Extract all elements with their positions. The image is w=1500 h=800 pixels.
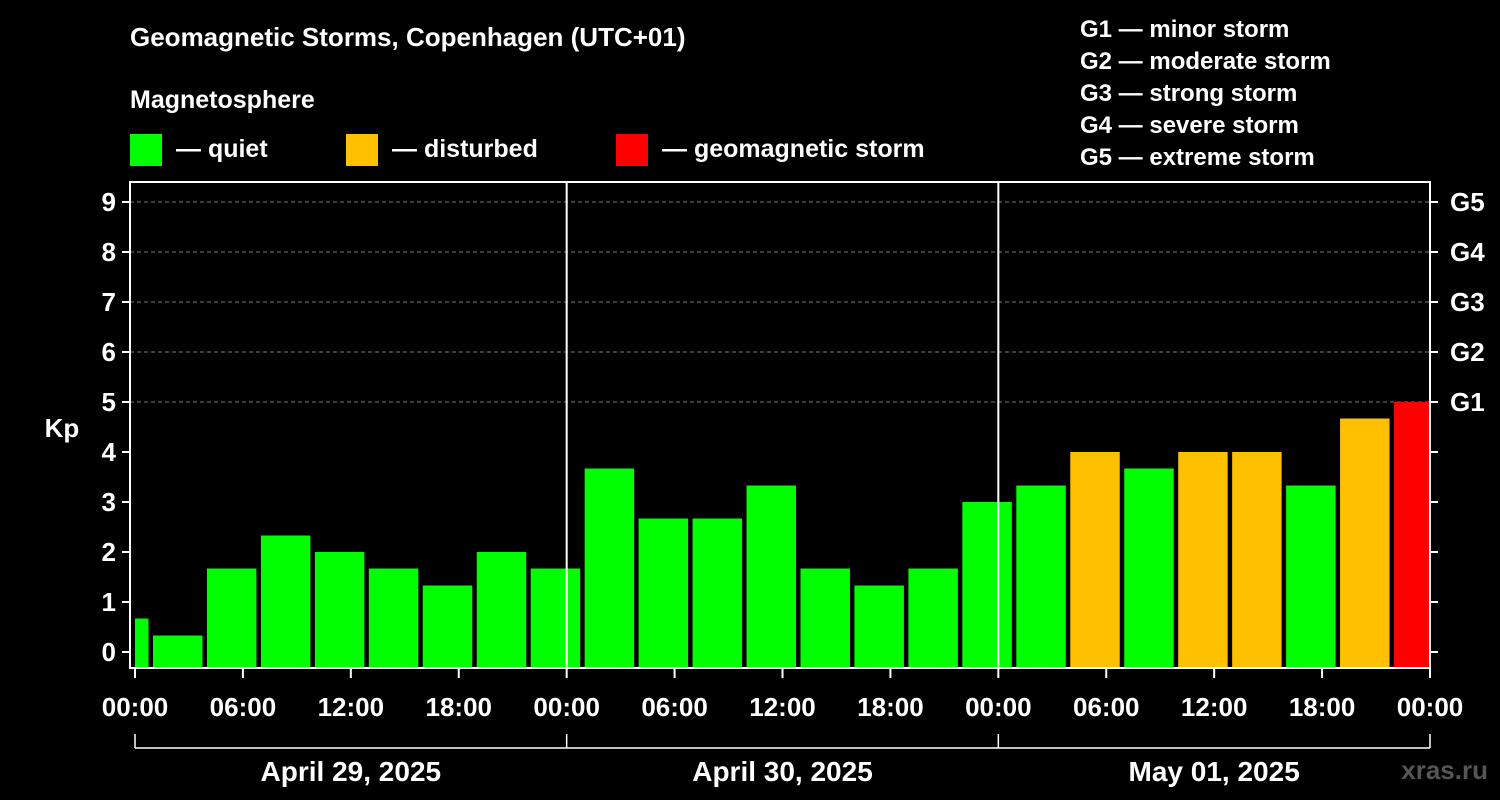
date-label: May 01, 2025 [1129, 756, 1300, 787]
right-axis-label: G2 [1450, 337, 1485, 367]
y-tick-label: 3 [102, 487, 116, 517]
right-axis-label: G5 [1450, 187, 1485, 217]
x-tick-label: 00:00 [965, 692, 1032, 722]
right-axis-label: G1 [1450, 387, 1485, 417]
x-tick-label: 18:00 [1289, 692, 1356, 722]
storm-scale-g3: G3 — strong storm [1080, 80, 1298, 107]
x-tick-label: 18:00 [857, 692, 924, 722]
kp-bar [1232, 452, 1282, 668]
kp-bar [135, 618, 149, 668]
kp-bar [368, 568, 419, 668]
x-tick-label: 12:00 [749, 692, 816, 722]
storm-scale-g4: G4 — severe storm [1080, 112, 1299, 139]
legend-swatch-quiet [130, 134, 162, 166]
kp-bar [638, 518, 689, 668]
chart-title: Geomagnetic Storms, Copenhagen (UTC+01) [130, 22, 686, 52]
x-tick-label: 12:00 [318, 692, 385, 722]
y-tick-label: 8 [102, 237, 116, 267]
x-tick-label: 12:00 [1181, 692, 1248, 722]
legend-swatch-disturbed [346, 134, 378, 166]
x-tick-label: 00:00 [102, 692, 169, 722]
y-tick-label: 9 [102, 187, 116, 217]
right-axis-label: G3 [1450, 287, 1485, 317]
kp-bar [854, 585, 904, 668]
kp-bar [1070, 452, 1120, 668]
kp-bar [476, 552, 527, 668]
y-tick-label: 5 [102, 387, 116, 417]
legend-label-storm: — geomagnetic storm [662, 135, 925, 163]
kp-bar [1178, 452, 1228, 668]
storm-scale-legend: G1 — minor storm G2 — moderate storm G3 … [1080, 14, 1331, 174]
legend-label-quiet: — quiet [176, 135, 268, 163]
y-tick-label: 6 [102, 337, 116, 367]
kp-bar [206, 568, 257, 668]
y-tick-label: 4 [102, 437, 117, 467]
kp-bar [692, 518, 743, 668]
legend-subtitle: Magnetosphere [130, 86, 315, 114]
x-tick-label: 06:00 [210, 692, 277, 722]
kp-bar [962, 502, 1012, 668]
x-tick-label: 18:00 [426, 692, 493, 722]
kp-bar [530, 568, 581, 668]
y-tick-label: 2 [102, 537, 116, 567]
kp-bar [800, 568, 850, 668]
date-label: April 30, 2025 [692, 756, 873, 787]
kp-bar [746, 485, 796, 668]
y-axis-label: Kp [45, 413, 80, 443]
kp-bar [1394, 402, 1430, 668]
right-axis-label: G4 [1450, 237, 1485, 267]
x-tick-label: 00:00 [1397, 692, 1464, 722]
storm-scale-g1: G1 — minor storm [1080, 16, 1290, 43]
kp-bar [908, 568, 958, 668]
kp-bar [584, 468, 635, 668]
kp-bar [1286, 485, 1336, 668]
kp-bar [1340, 418, 1390, 668]
kp-bar [260, 535, 311, 668]
x-tick-label: 00:00 [533, 692, 600, 722]
watermark: xras.ru [1401, 755, 1488, 785]
legend-swatch-storm [616, 134, 648, 166]
storm-scale-g5: G5 — extreme storm [1080, 144, 1315, 171]
kp-bar [152, 635, 203, 668]
plot-frame [129, 181, 1431, 669]
kp-bar [1124, 468, 1174, 668]
legend-label-disturbed: — disturbed [392, 135, 538, 163]
storm-scale-g2: G2 — moderate storm [1080, 48, 1331, 75]
x-tick-label: 06:00 [641, 692, 708, 722]
kp-bar [1016, 485, 1066, 668]
kp-bar [422, 585, 473, 668]
y-tick-label: 7 [102, 287, 116, 317]
kp-bar [314, 552, 365, 668]
y-tick-label: 1 [102, 587, 116, 617]
y-tick-label: 0 [102, 637, 116, 667]
x-tick-label: 06:00 [1073, 692, 1140, 722]
date-label: April 29, 2025 [261, 756, 442, 787]
